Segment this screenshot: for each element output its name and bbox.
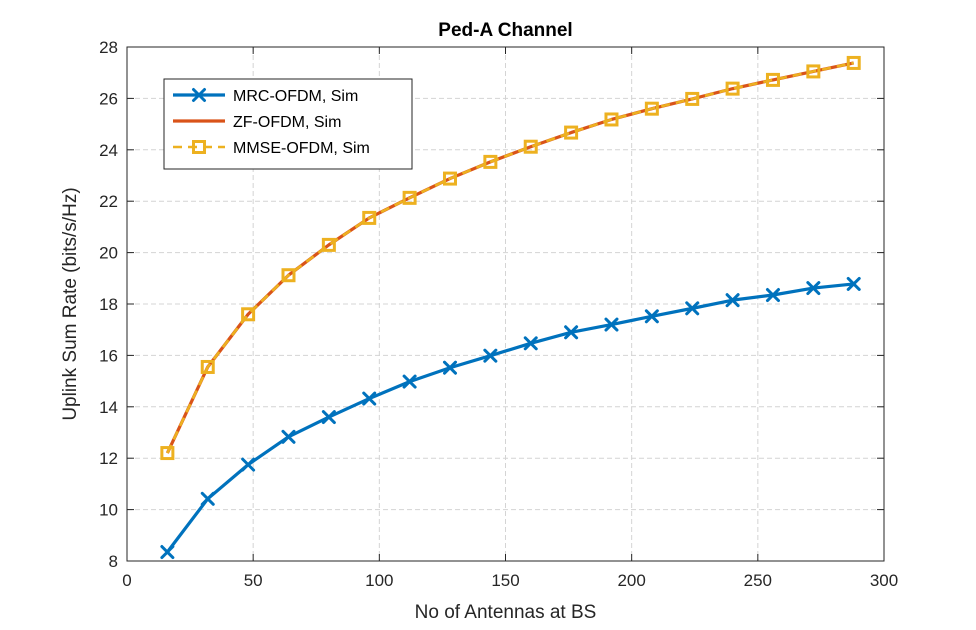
data-point-mrc-ofdm-sim	[765, 288, 780, 303]
data-point-mrc-ofdm-sim	[644, 309, 659, 324]
x-axis-label: No of Antennas at BS	[415, 602, 597, 623]
grid-lines	[127, 47, 884, 561]
x-tick-label: 0	[122, 571, 131, 590]
y-tick-label: 24	[99, 141, 118, 160]
data-point-mmse-ofdm-sim	[483, 154, 498, 169]
data-point-mrc-ofdm-sim	[442, 360, 457, 375]
data-point-mmse-ofdm-sim	[846, 55, 861, 70]
legend-marker	[192, 140, 206, 154]
data-point-mmse-ofdm-sim	[442, 171, 457, 186]
series-layer	[160, 55, 861, 560]
data-point-mmse-ofdm-sim	[765, 72, 780, 87]
x-tick-label: 150	[491, 571, 519, 590]
x-tick-label: 100	[365, 571, 393, 590]
data-point-mmse-ofdm-sim	[281, 268, 296, 283]
data-point-mrc-ofdm-sim	[725, 293, 740, 308]
y-axis-label: Uplink Sum Rate (bits/s/Hz)	[60, 187, 81, 420]
data-point-mrc-ofdm-sim	[160, 545, 175, 560]
y-tick-label: 14	[99, 398, 118, 417]
data-point-mrc-ofdm-sim	[483, 348, 498, 363]
y-tick-label: 22	[99, 192, 118, 211]
data-point-mmse-ofdm-sim	[241, 307, 256, 322]
legend-label: MMSE-OFDM, Sim	[233, 140, 370, 157]
data-point-mrc-ofdm-sim	[321, 410, 336, 425]
chart-title: Ped-A Channel	[438, 20, 572, 41]
data-point-mmse-ofdm-sim	[200, 359, 215, 374]
data-point-mmse-ofdm-sim	[362, 210, 377, 225]
y-tick-label: 10	[99, 501, 118, 520]
y-tick-label: 26	[99, 89, 118, 108]
data-point-mrc-ofdm-sim	[200, 491, 215, 506]
legend-marker	[192, 88, 206, 102]
data-point-mmse-ofdm-sim	[402, 190, 417, 205]
data-point-mmse-ofdm-sim	[685, 91, 700, 106]
data-point-mrc-ofdm-sim	[281, 429, 296, 444]
legend-item-mrc-ofdm-sim: MRC-OFDM, Sim	[173, 88, 358, 105]
y-tick-label: 18	[99, 295, 118, 314]
data-point-mmse-ofdm-sim	[523, 139, 538, 154]
y-tick-label: 20	[99, 244, 118, 263]
data-point-mrc-ofdm-sim	[685, 301, 700, 316]
data-point-mrc-ofdm-sim	[806, 281, 821, 296]
data-point-mmse-ofdm-sim	[604, 112, 619, 127]
legend-item-mmse-ofdm-sim: MMSE-OFDM, Sim	[173, 140, 370, 157]
series-mmse-ofdm-sim	[160, 55, 861, 461]
y-tick-label: 28	[99, 38, 118, 57]
legend-label: MRC-OFDM, Sim	[233, 88, 358, 105]
y-tick-label: 12	[99, 449, 118, 468]
data-point-mrc-ofdm-sim	[523, 336, 538, 351]
data-point-mrc-ofdm-sim	[604, 317, 619, 332]
data-point-mmse-ofdm-sim	[160, 446, 175, 461]
series-line-mrc-ofdm-sim	[166, 282, 854, 553]
x-tick-label: 250	[744, 571, 772, 590]
axis-ticks: 0 50 100 150 200 250 300 8 10 12 14 16 18 20 22 24 26 28	[99, 38, 898, 590]
x-tick-label: 200	[617, 571, 645, 590]
legend-item-zf-ofdm-sim: ZF-OFDM, Sim	[173, 114, 341, 131]
data-point-mrc-ofdm-sim	[564, 325, 579, 340]
data-point-mrc-ofdm-sim	[402, 374, 417, 389]
legend: MRC-OFDM, Sim ZF-OFDM, Sim MMSE-OFDM, Sim	[163, 78, 413, 170]
data-point-mmse-ofdm-sim	[564, 125, 579, 140]
x-tick-label: 300	[870, 571, 898, 590]
y-tick-label: 16	[99, 346, 118, 365]
legend-label: ZF-OFDM, Sim	[233, 114, 341, 131]
data-point-mmse-ofdm-sim	[644, 101, 659, 116]
data-point-mmse-ofdm-sim	[725, 81, 740, 96]
data-point-mmse-ofdm-sim	[321, 237, 336, 252]
series-mrc-ofdm-sim	[160, 276, 861, 560]
y-tick-label: 8	[109, 552, 118, 571]
data-point-mmse-ofdm-sim	[806, 64, 821, 79]
data-point-mrc-ofdm-sim	[241, 457, 256, 472]
data-point-mrc-ofdm-sim	[362, 391, 377, 406]
data-point-mrc-ofdm-sim	[846, 276, 861, 291]
x-tick-label: 50	[244, 571, 263, 590]
